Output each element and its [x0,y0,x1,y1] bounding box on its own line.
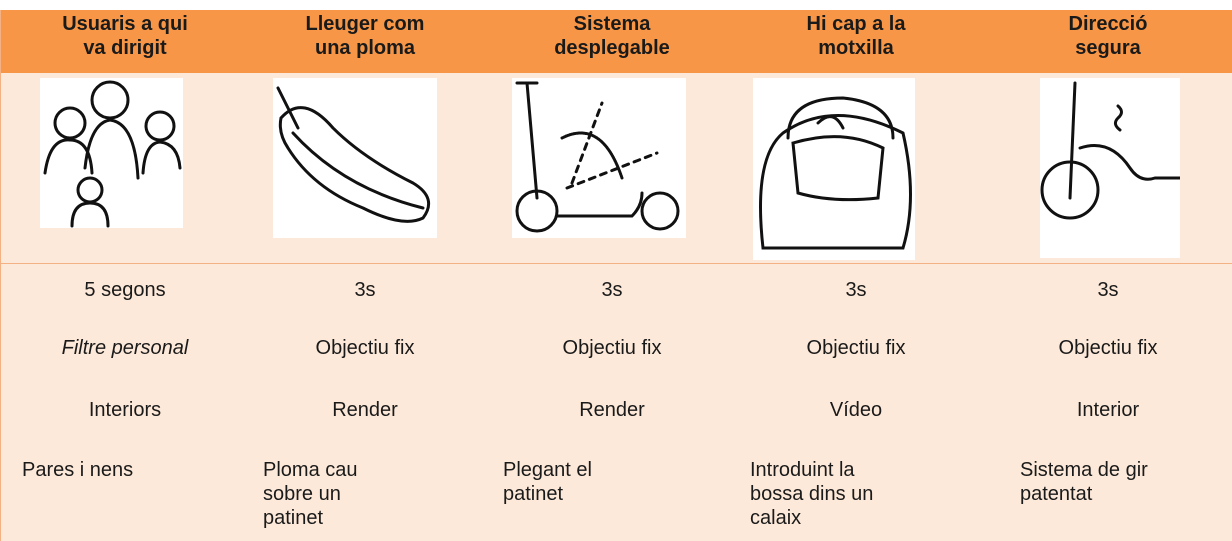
text-line: Usuaris a qui [62,13,188,35]
backpack-sketch [753,78,915,260]
steering-sketch [1040,78,1182,258]
text-line: Introduint la [750,459,855,481]
cell-text: Vídeo [829,399,883,421]
cell-text: Pares i nens [22,458,242,482]
row-divider [0,263,1232,264]
cell-text: Objectiu fix [562,337,662,359]
cell-text: Ploma cau sobre un patinet [263,458,483,530]
text-line: patinet [503,483,564,505]
cell-text: Interior [1076,399,1140,421]
left-border [0,10,1,541]
header-cell: Direcció segura [993,12,1223,60]
cell-text: Introduint la bossa dins un calaix [750,458,970,530]
text-line: calaix [750,507,802,529]
feather-sketch [273,78,437,238]
cell-text: Plegant el patinet [503,458,723,506]
text-line: Sistema de gir [1020,459,1148,481]
cell-text: 5 segons [84,279,166,301]
header-cell: Usuaris a qui va dirigit [10,12,240,60]
text-line: Hi cap a la [806,13,906,35]
text-line: Sistema [573,13,651,35]
cell-text: 3s [1097,279,1119,301]
text-line: va dirigit [83,37,167,59]
header-cell: Hi cap a la motxilla [741,12,971,60]
cell-text: 3s [845,279,867,301]
text-line: desplegable [554,37,670,59]
text-line: Lleuger com [305,13,425,35]
cell-text: Filtre personal [61,337,189,359]
text-line: Plegant el [503,459,592,481]
text-line: bossa dins un [750,483,874,505]
cell-text: Interiors [88,399,162,421]
scooter-sketch [512,78,686,238]
cell-text: Objectiu fix [1058,337,1158,359]
header-row [0,10,1232,73]
users-sketch [40,78,183,228]
text-line: sobre un [263,483,341,505]
cell-text: 3s [354,279,376,301]
text-line: motxilla [818,37,894,59]
text-line: segura [1075,37,1141,59]
text-line: patinet [263,507,324,529]
text-line: una ploma [314,37,415,59]
text-line: Ploma cau [263,459,358,481]
header-cell: Sistema desplegable [497,12,727,60]
cell-text: Render [579,399,645,421]
cell-text: Objectiu fix [315,337,415,359]
text-line: patentat [1020,483,1093,505]
cell-text: 3s [601,279,623,301]
cell-text: Objectiu fix [806,337,906,359]
cell-text: Sistema de gir patentat [1020,458,1232,506]
text-line: Pares i nens [22,459,134,481]
header-cell: Lleuger com una ploma [250,12,480,60]
text-line: Direcció [1068,13,1148,35]
cell-text: Render [332,399,398,421]
